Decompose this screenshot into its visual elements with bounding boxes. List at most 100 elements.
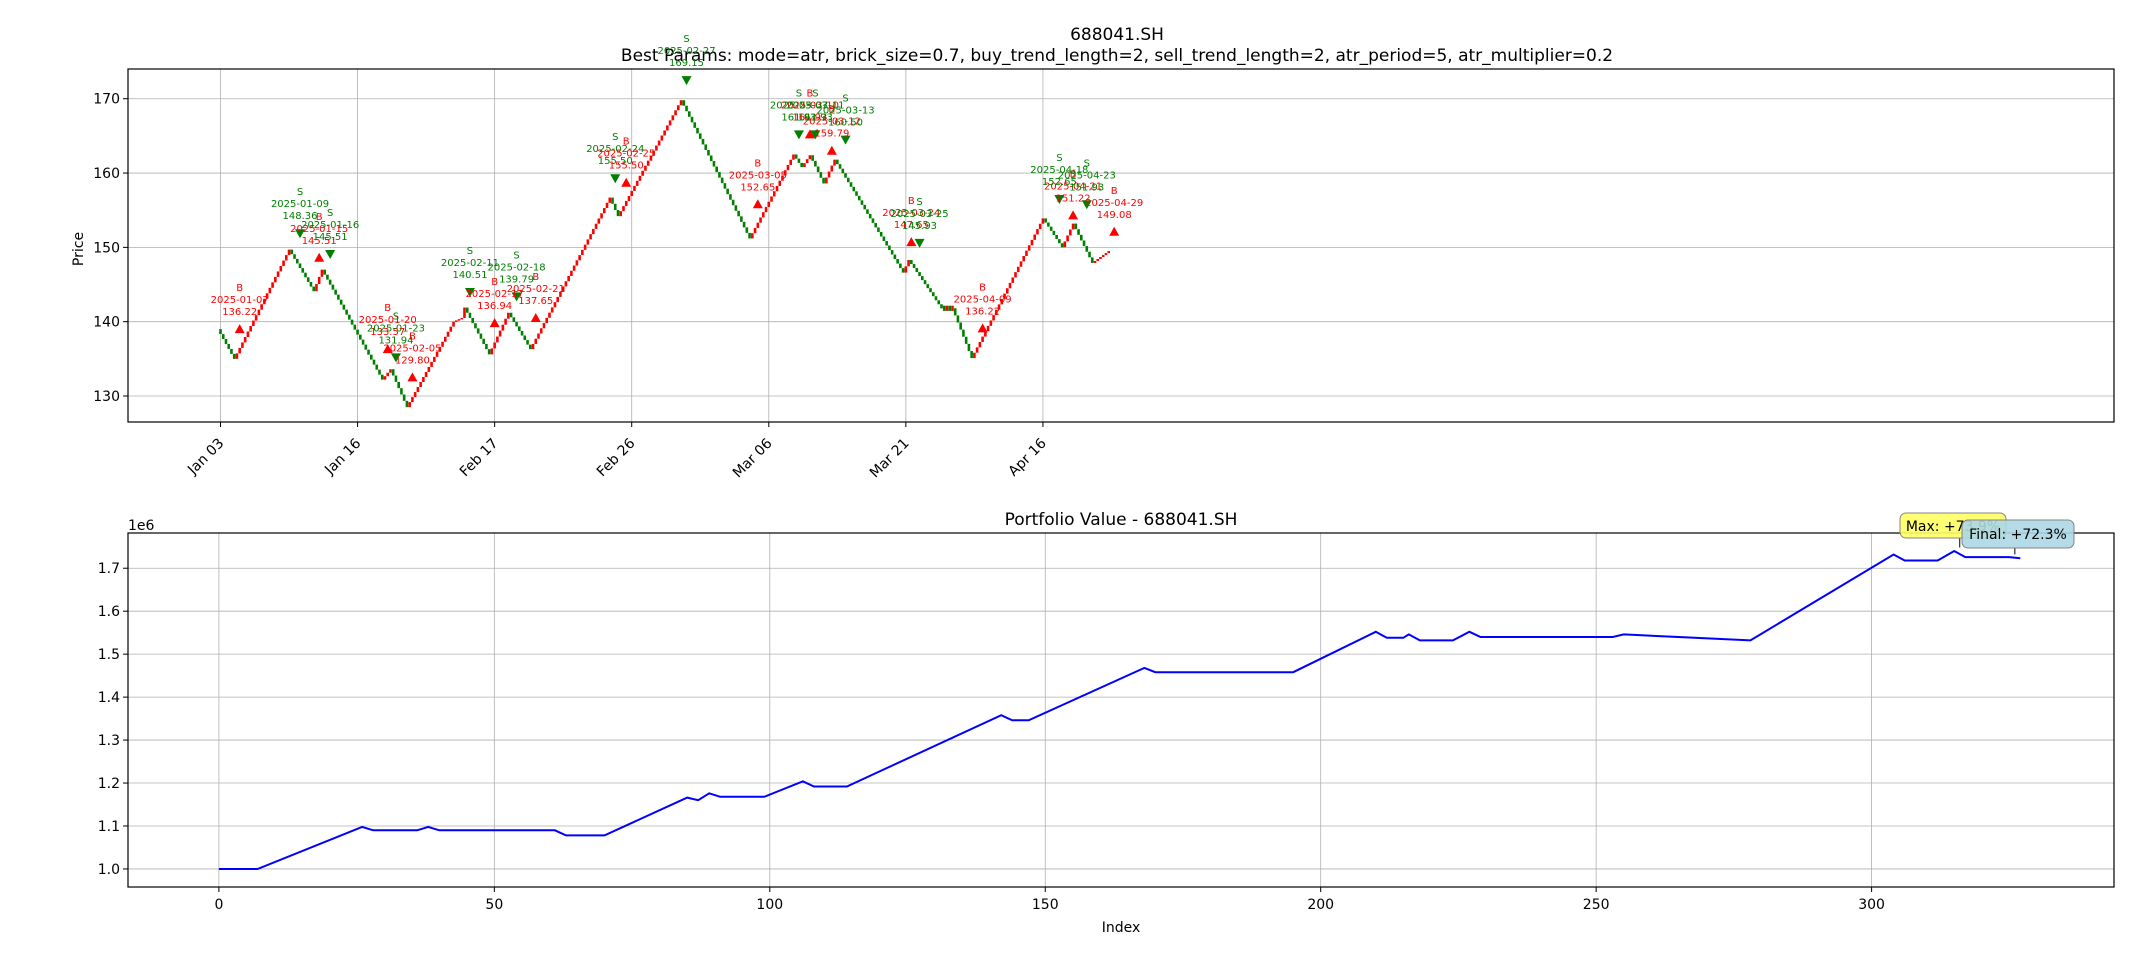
renko-brick-up [257, 309, 261, 316]
renko-brick-up [578, 255, 581, 261]
portfolio-x-tick-label: 150 [1032, 897, 1059, 913]
renko-brick-down [709, 155, 713, 162]
sell-label-letter: S [467, 246, 473, 257]
portfolio-y-tick-label: 1.3 [98, 733, 120, 749]
renko-brick-down [877, 227, 880, 232]
renko-brick-down [232, 353, 236, 359]
renko-brick-up [315, 284, 318, 292]
sell-label-date: 2025-02-24 [586, 144, 644, 155]
renko-brick-down [745, 227, 749, 233]
renko-brick-down [342, 304, 346, 310]
renko-brick-down [1060, 243, 1064, 248]
renko-brick-up [246, 331, 250, 337]
renko-brick-up [454, 320, 458, 322]
renko-brick-up [553, 302, 557, 308]
sell-marker [1081, 200, 1092, 210]
portfolio-ticks: 0 50 100 150 200 250 300 1.0 1.1 1.2 1.3 1.4 1.5 1.6 1… [98, 561, 1885, 913]
renko-brick-up [1033, 234, 1036, 240]
renko-brick-up [243, 336, 247, 343]
renko-brick-up [627, 195, 631, 202]
renko-brick-down [734, 205, 738, 211]
renko-brick-down [797, 158, 801, 163]
trade-labels: B2025-01-07136.22B2025-01-15145.51B2025-… [211, 34, 1144, 366]
renko-brick-up [389, 369, 392, 373]
sell-marker [793, 130, 804, 140]
renko-brick-down [742, 221, 746, 228]
renko-brick-up [1038, 223, 1042, 230]
renko-brick-up [460, 317, 464, 320]
renko-brick-up [276, 271, 280, 277]
renko-grid [128, 69, 2114, 422]
renko-brick-up [583, 244, 587, 250]
renko-brick-down [874, 222, 877, 228]
renko-brick-down [857, 195, 861, 201]
renko-brick-down [378, 369, 381, 375]
renko-brick-down [701, 138, 705, 145]
renko-brick-down [350, 319, 354, 325]
final-annotation-box [1961, 519, 2075, 549]
sell-marker [1054, 195, 1065, 205]
renko-brick-down [871, 218, 875, 223]
renko-brick-up [559, 291, 562, 297]
buy-label-price: 152.65 [740, 182, 775, 193]
renko-brick-down [931, 292, 935, 297]
renko-brick-down [866, 209, 869, 214]
renko-brick-down [509, 312, 513, 318]
renko-brick-down [910, 259, 913, 265]
buy-label-letter: B [623, 137, 630, 148]
sell-marker [914, 238, 925, 248]
renko-brick-down [487, 349, 491, 355]
renko-brick-down [479, 333, 483, 339]
renko-brick-down [512, 317, 516, 322]
renko-brick-down [942, 305, 946, 311]
sell-label-letter: S [393, 311, 399, 322]
portfolio-plot-area [128, 533, 2114, 887]
renko-brick-down [339, 299, 343, 305]
renko-brick-down [693, 122, 697, 128]
sell-marker [295, 229, 306, 239]
renko-brick-up [457, 319, 461, 321]
buy-label-price: 155.50 [609, 161, 644, 172]
buy-label-letter: B [384, 303, 391, 314]
renko-brick-down [221, 334, 225, 340]
portfolio-panel: Portfolio Value - 688041.SH 0 50 100 150 200… [98, 510, 2115, 936]
buy-marker [489, 318, 500, 328]
sell-label-date: 2025-03-25 [890, 209, 948, 220]
renko-brick-up [490, 348, 494, 355]
renko-brick-up [635, 180, 639, 186]
renko-x-tick-label: Apr 16 [1006, 435, 1050, 479]
buy-label-date: 2025-03-24 [882, 208, 940, 219]
renko-brick-down [227, 343, 231, 349]
sell-marker [511, 292, 522, 302]
sell-label-price: 145.51 [313, 232, 348, 243]
renko-x-tick-label: Jan 16 [321, 435, 364, 478]
renko-brick-down [712, 161, 716, 167]
renko-brick-down [723, 183, 727, 189]
renko-y-tick-label: 150 [93, 240, 120, 256]
portfolio-x-tick-label: 300 [1858, 897, 1885, 913]
renko-brick-up [263, 298, 266, 305]
renko-brick-down [940, 304, 943, 309]
renko-brick-up [646, 160, 650, 166]
renko-brick-down [476, 328, 480, 334]
renko-brick-up [507, 312, 510, 319]
renko-brick-up [602, 208, 606, 214]
renko-brick-up [663, 130, 666, 136]
renko-brick-down [405, 400, 409, 408]
buy-marker [906, 237, 917, 247]
buy-label-letter: B [806, 88, 813, 99]
renko-brick-down [485, 343, 488, 350]
renko-brick-down [879, 231, 883, 237]
portfolio-y-tick-label: 1.5 [98, 647, 120, 663]
renko-brick-up [498, 330, 502, 337]
renko-brick-up [655, 145, 658, 151]
renko-x-tick-label: Feb 26 [594, 435, 639, 480]
renko-brick-down [794, 154, 798, 159]
sell-label-letter: S [1084, 158, 1090, 169]
buy-label-price: 147.65 [894, 220, 929, 231]
renko-brick-down [334, 289, 337, 295]
sell-label-date: 2025-04-18 [1030, 165, 1088, 176]
renko-brick-up [753, 227, 757, 234]
renko-brick-down [962, 329, 965, 337]
